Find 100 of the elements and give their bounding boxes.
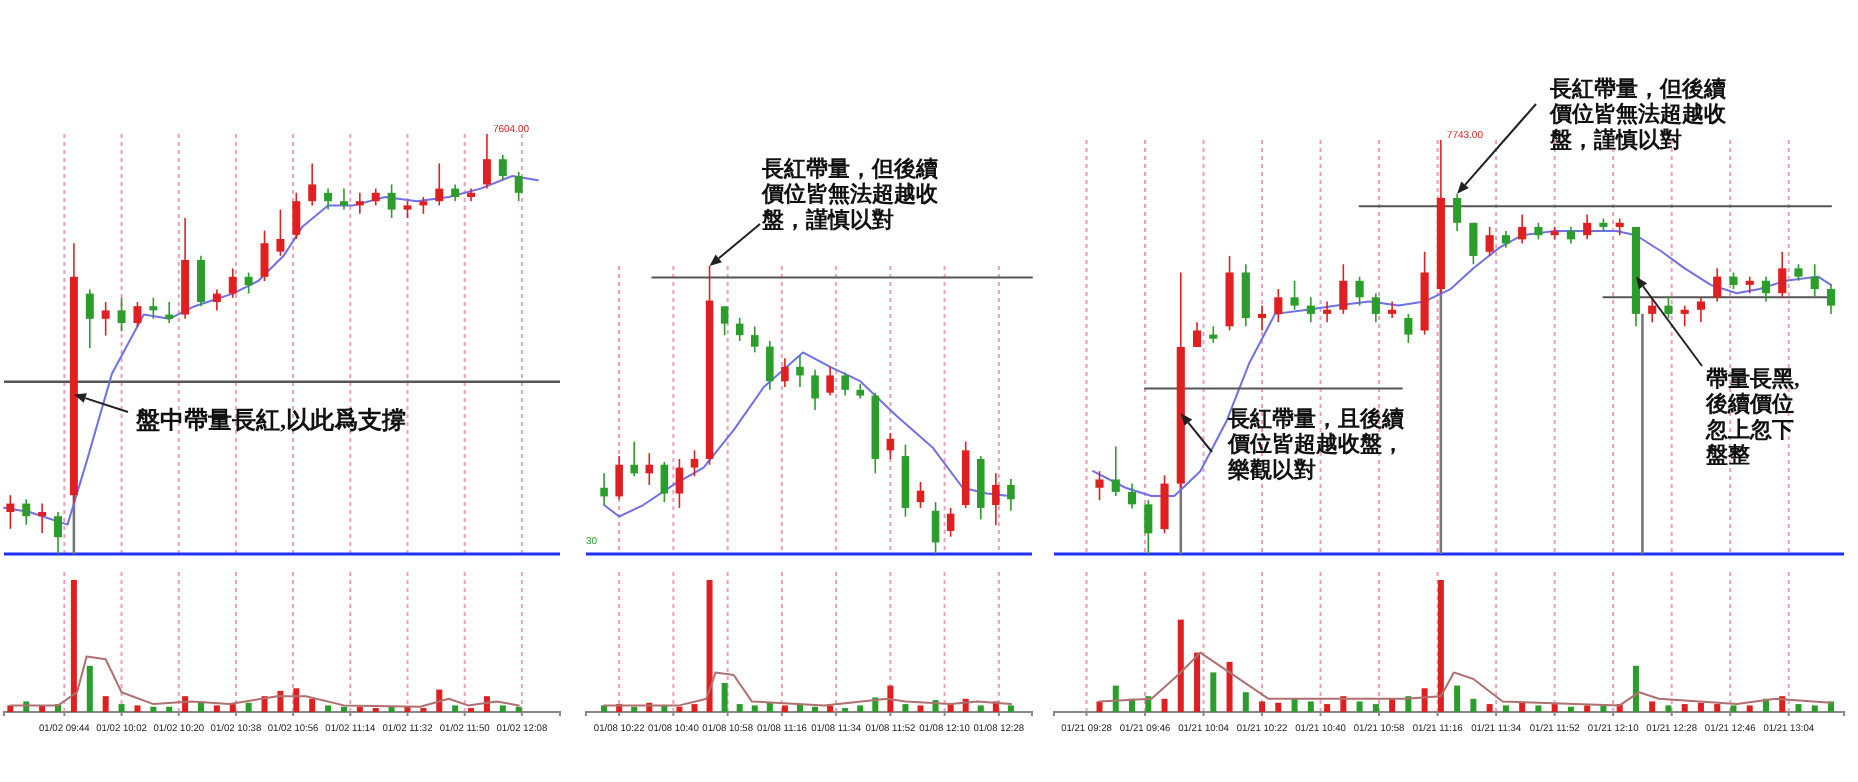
candlestick	[1160, 474, 1169, 535]
candlestick	[324, 187, 333, 211]
candlestick	[1388, 300, 1397, 319]
bar	[1632, 665, 1639, 712]
bar	[118, 704, 125, 712]
candlestick	[244, 271, 253, 295]
bar	[7, 705, 14, 712]
bar	[86, 665, 93, 712]
bar	[1519, 702, 1526, 712]
bar	[1746, 705, 1753, 712]
bar	[1795, 704, 1802, 712]
bar	[1177, 619, 1184, 712]
candlestick	[1339, 263, 1348, 315]
bar	[902, 704, 909, 712]
candlestick	[931, 501, 940, 555]
bar	[452, 705, 459, 712]
bar	[887, 685, 894, 712]
bar	[766, 702, 773, 712]
bar	[691, 704, 698, 712]
candlestick	[690, 449, 699, 478]
candlestick	[149, 297, 158, 320]
candlestick	[600, 472, 608, 506]
bar	[499, 705, 506, 712]
candlestick	[498, 154, 507, 181]
candlestick	[1761, 275, 1771, 303]
candlestick	[992, 472, 1000, 526]
candlestick	[615, 455, 623, 501]
bar	[917, 705, 924, 712]
candlestick	[826, 366, 834, 397]
candlestick	[1518, 213, 1527, 245]
bar	[1665, 705, 1672, 712]
candlestick	[276, 208, 285, 257]
bar	[1242, 692, 1249, 712]
bar	[1421, 688, 1428, 712]
bar	[601, 705, 608, 712]
bar	[1210, 672, 1217, 712]
candlestick	[292, 192, 301, 240]
candlestick	[675, 458, 684, 509]
candlestick	[101, 301, 110, 337]
candlestick	[165, 301, 174, 324]
candlestick	[212, 288, 221, 312]
candlestick	[1306, 296, 1315, 323]
candlestick	[1469, 222, 1478, 265]
bar	[1096, 701, 1103, 712]
bar	[1697, 702, 1704, 712]
bar	[150, 706, 157, 712]
bar	[1324, 704, 1331, 712]
bar	[245, 702, 252, 712]
bar	[1437, 580, 1444, 712]
bar	[781, 705, 788, 712]
bar	[1730, 705, 1737, 712]
candlestick	[1664, 296, 1673, 319]
bar	[229, 704, 236, 712]
bar	[1007, 705, 1014, 712]
bar	[1226, 661, 1233, 712]
bar	[277, 690, 284, 712]
candlestick	[1274, 288, 1283, 323]
candlestick	[482, 133, 491, 190]
bar	[70, 580, 77, 712]
candlestick	[117, 297, 126, 333]
bar	[1811, 705, 1818, 712]
candlestick	[1111, 445, 1120, 497]
bar	[1502, 705, 1509, 712]
bar	[977, 705, 984, 712]
candlestick	[1453, 193, 1462, 232]
bar	[1194, 652, 1201, 712]
bar	[325, 705, 332, 712]
bar	[213, 705, 220, 712]
candlestick	[1810, 263, 1819, 299]
candlestick	[1323, 300, 1332, 323]
candlestick	[1095, 470, 1104, 501]
candlestick	[6, 494, 15, 530]
candlestick	[85, 288, 94, 349]
candlestick	[841, 371, 849, 397]
bar	[1307, 701, 1314, 712]
candlestick	[387, 183, 396, 219]
candlestick	[811, 368, 819, 411]
candlestick	[660, 461, 669, 503]
candlestick	[630, 440, 638, 478]
candlestick	[22, 498, 31, 526]
candlestick	[133, 301, 142, 328]
bar	[1486, 704, 1493, 712]
bar	[356, 706, 363, 712]
candlestick	[54, 511, 62, 555]
bar	[751, 705, 758, 712]
candlestick	[781, 357, 789, 388]
candlestick	[339, 187, 348, 211]
bar	[812, 706, 819, 712]
bar	[1649, 701, 1656, 712]
candlestick	[1371, 292, 1380, 323]
candlestick	[1680, 304, 1689, 328]
bar	[1372, 704, 1379, 712]
candlestick	[1696, 296, 1706, 323]
candlestick	[1192, 321, 1202, 348]
bar	[1535, 705, 1542, 712]
annotation: 盤中帶量長紅,以此爲支撐	[134, 406, 406, 434]
candlestick	[1485, 226, 1494, 257]
candlestick	[1583, 213, 1592, 241]
annotation: 長紅帶量，但後續價位皆無法超越收盤，謹慎以對	[760, 156, 940, 233]
candlestick	[796, 354, 804, 388]
